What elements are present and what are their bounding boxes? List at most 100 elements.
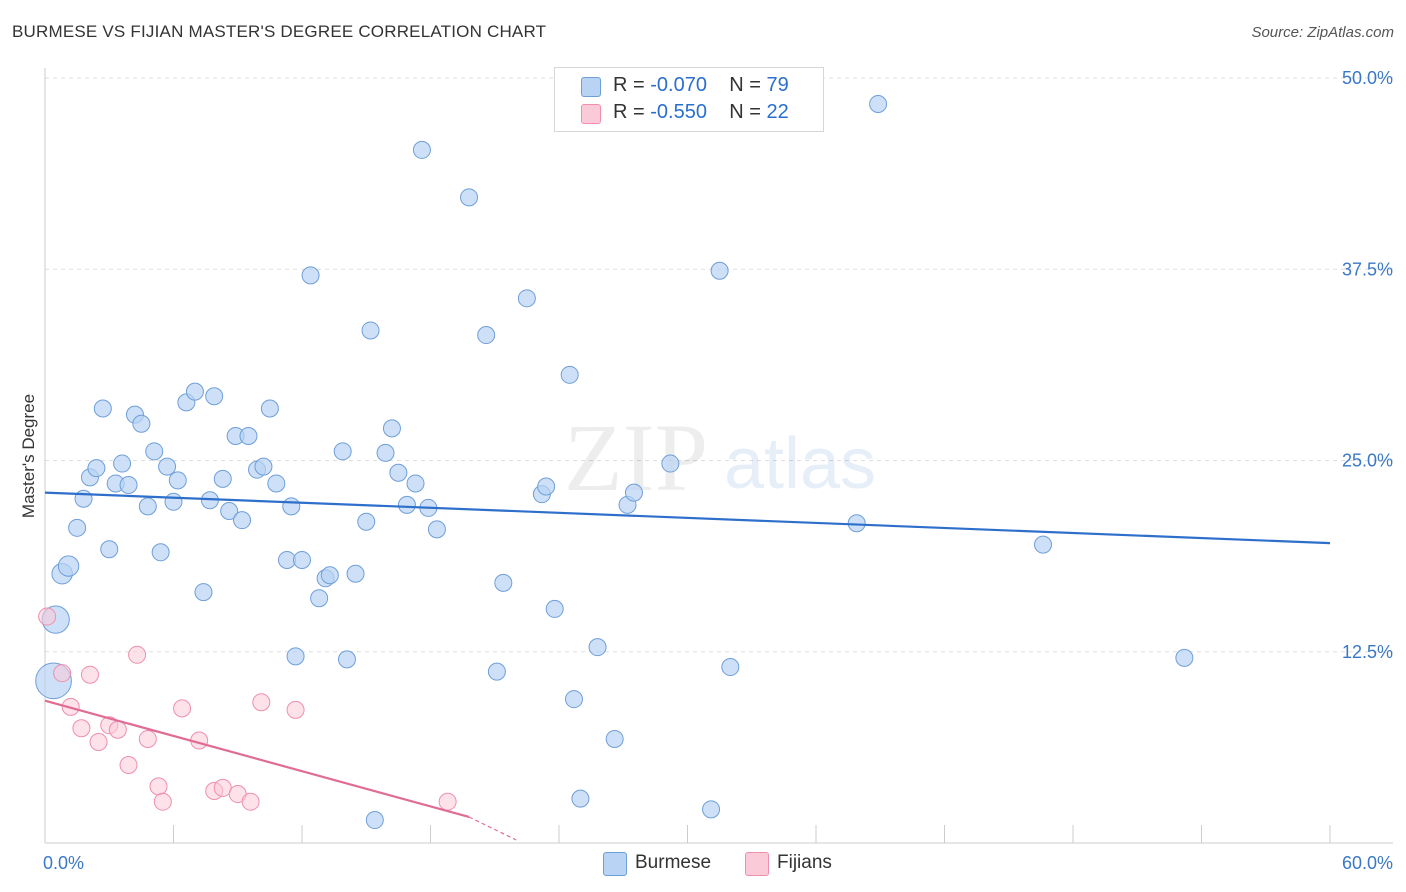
burmese-point-63 <box>537 477 556 496</box>
legend-fijians-n-value: 22 <box>766 101 789 123</box>
y-tick-label-3: 50.0% <box>1342 68 1393 88</box>
burmese-point-61 <box>517 289 536 308</box>
fijians-point-10 <box>138 729 157 748</box>
fijians-point-13 <box>173 699 192 718</box>
burmese-point-25 <box>205 387 224 406</box>
burmese-point-50 <box>382 419 401 438</box>
fijians-point-7 <box>108 720 127 739</box>
fijians-point-8 <box>119 755 138 774</box>
legend-fijians-r-label: R = <box>613 101 651 123</box>
burmese-point-27 <box>220 501 239 520</box>
burmese-point-59 <box>487 662 506 681</box>
burmese-point-17 <box>151 543 170 562</box>
burmese-point-11 <box>113 454 132 473</box>
burmese-point-52 <box>397 495 416 514</box>
source-label: Source: ZipAtlas.com <box>1251 24 1394 41</box>
burmese-point-34 <box>267 474 286 493</box>
burmese-point-15 <box>138 497 157 516</box>
fijians-point-3 <box>72 719 91 738</box>
bottom-burmese-label: Burmese <box>635 852 712 873</box>
burmese-point-49 <box>376 443 395 462</box>
burmese-swatch <box>581 77 601 97</box>
fijians-point-21 <box>438 792 457 811</box>
burmese-point-72 <box>661 454 680 473</box>
burmese-point-67 <box>571 789 590 808</box>
burmese-point-20 <box>168 471 187 490</box>
burmese-point-53 <box>406 474 425 493</box>
y-tick-label-0: 12.5% <box>1342 642 1393 662</box>
burmese-point-64 <box>545 599 564 618</box>
burmese-point-71 <box>624 483 643 502</box>
legend-fijians-n-label: N = <box>729 101 767 123</box>
legend-burmese-n-value: 79 <box>766 74 789 96</box>
legend-fijians-stats: R = -0.550 N = 22 <box>613 101 789 124</box>
burmese-point-60 <box>494 573 513 592</box>
legend-burmese-r-label: R = <box>613 74 651 96</box>
burmese-point-9 <box>100 540 119 559</box>
fijians-point-16 <box>213 778 232 797</box>
burmese-point-45 <box>346 564 365 583</box>
burmese-point-66 <box>564 690 583 709</box>
fijians-point-5 <box>89 733 108 752</box>
burmese-point-29 <box>233 511 252 530</box>
burmese-point-23 <box>194 583 213 602</box>
correlation-legend: R = -0.070 N = 79 R = -0.550 N = 22 <box>554 67 824 132</box>
burmese-point-22 <box>185 382 204 401</box>
burmese-point-48 <box>365 811 384 830</box>
legend-burmese-stats: R = -0.070 N = 79 <box>613 74 789 97</box>
burmese-point-16 <box>145 442 164 461</box>
burmese-point-56 <box>427 520 446 539</box>
y-tick-label-1: 25.0% <box>1342 451 1393 471</box>
fijians-trend-extension <box>468 816 517 841</box>
burmese-point-30 <box>239 427 258 446</box>
burmese-point-39 <box>301 266 320 285</box>
burmese-point-79 <box>1175 648 1194 667</box>
legend-burmese-r-value: -0.070 <box>650 74 707 96</box>
fijians-point-1 <box>53 664 72 683</box>
burmese-point-68 <box>588 638 607 657</box>
burmese-point-51 <box>389 463 408 482</box>
trend-lines <box>44 491 1331 841</box>
x-tick-label-0: 0.0% <box>43 853 84 873</box>
fijians-point-20 <box>286 700 305 719</box>
burmese-point-54 <box>412 140 431 159</box>
grid-lines <box>45 77 1393 653</box>
fijians-point-9 <box>128 645 147 664</box>
burmese-point-43 <box>333 442 352 461</box>
burmese-point-3 <box>57 555 80 577</box>
tick-labels: 12.5% 25.0% 37.5% 50.0% 0.0% 60.0% <box>43 68 1393 873</box>
burmese-point-35 <box>278 550 297 569</box>
burmese-point-40 <box>310 589 329 608</box>
burmese-point-58 <box>477 326 496 345</box>
fijians-point-4 <box>80 665 99 684</box>
burmese-point-12 <box>119 475 138 494</box>
watermark-atlas: atlas <box>724 424 876 504</box>
burmese-point-4 <box>68 518 87 537</box>
burmese-point-75 <box>721 658 740 677</box>
burmese-point-7 <box>87 459 106 478</box>
burmese-trend-line <box>44 491 1331 545</box>
burmese-point-69 <box>605 729 624 748</box>
bottom-fijians-swatch <box>745 852 769 876</box>
chart-title: BURMESE VS FIJIAN MASTER'S DEGREE CORREL… <box>12 22 547 41</box>
fijians-point-18 <box>241 792 260 811</box>
fijians-point-11 <box>149 777 168 796</box>
y-tick-label-2: 37.5% <box>1342 259 1393 279</box>
burmese-point-18 <box>158 457 177 476</box>
burmese-point-14 <box>132 414 151 433</box>
fijians-point-12 <box>153 792 172 811</box>
fijians-points <box>38 607 457 811</box>
burmese-point-42 <box>320 566 339 585</box>
burmese-point-47 <box>361 321 380 340</box>
bottom-burmese-swatch <box>603 852 627 876</box>
burmese-point-32 <box>254 457 273 476</box>
fijians-swatch <box>581 104 601 124</box>
fijians-trend-line <box>44 699 470 819</box>
burmese-point-57 <box>460 188 479 207</box>
burmese-point-26 <box>213 469 232 488</box>
x-tick-label-1: 60.0% <box>1342 853 1393 873</box>
burmese-point-73 <box>702 800 721 819</box>
burmese-point-5 <box>74 489 93 508</box>
burmese-point-77 <box>869 95 888 114</box>
